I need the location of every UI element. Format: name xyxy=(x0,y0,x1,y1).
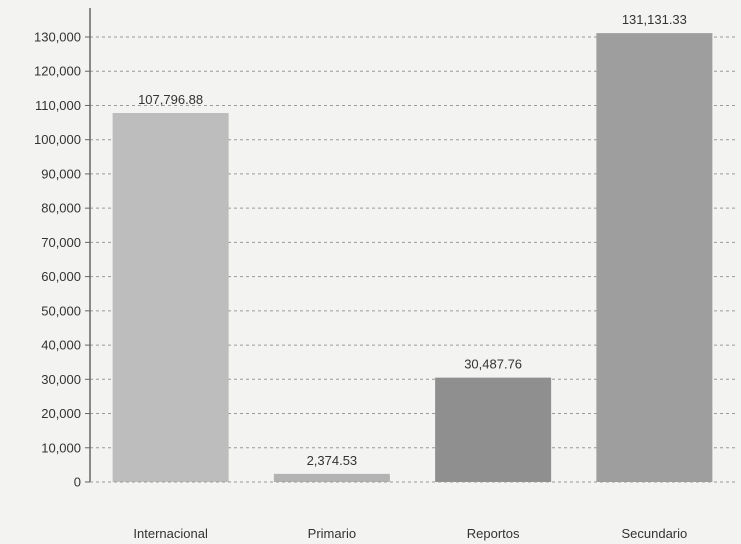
y-tick-label: 10,000 xyxy=(41,440,81,455)
data-label: 2,374.53 xyxy=(307,453,358,468)
y-tick-label: 80,000 xyxy=(41,201,81,216)
y-tick-label: 120,000 xyxy=(34,64,81,79)
y-tick-label: 50,000 xyxy=(41,303,81,318)
data-label: 131,131.33 xyxy=(622,12,687,27)
x-category-label: Secundario xyxy=(621,526,687,541)
bar-secundario xyxy=(596,33,713,482)
bars xyxy=(112,33,713,482)
y-tick-label: 0 xyxy=(74,475,81,490)
x-category-label: Reportos xyxy=(467,526,520,541)
y-tick-label: 40,000 xyxy=(41,338,81,353)
y-tick-label: 100,000 xyxy=(34,132,81,147)
data-label: 107,796.88 xyxy=(138,92,203,107)
y-tick-label: 110,000 xyxy=(35,98,81,113)
data-labels: 107,796.88 2,374.53 30,487.76 131,131.33 xyxy=(138,12,687,468)
x-category-labels: Internacional Primario Reportos Secundario xyxy=(133,526,687,541)
y-tick-label: 60,000 xyxy=(41,269,81,284)
bar-internacional xyxy=(112,113,229,482)
y-tick-label: 90,000 xyxy=(41,166,81,181)
bar-primario xyxy=(273,473,390,482)
x-category-label: Internacional xyxy=(133,526,208,541)
y-tick-label: 30,000 xyxy=(41,372,81,387)
y-tick-label: 70,000 xyxy=(41,235,81,250)
x-category-label: Primario xyxy=(308,526,356,541)
y-tick-labels: 0 10,000 20,000 30,000 40,000 50,000 60,000 70,… xyxy=(34,30,81,490)
data-label: 30,487.76 xyxy=(464,357,522,372)
y-tick-label: 20,000 xyxy=(41,406,81,421)
bar-reportos xyxy=(435,377,552,482)
y-axis xyxy=(85,8,735,483)
y-tick-label: 130,000 xyxy=(34,30,81,45)
